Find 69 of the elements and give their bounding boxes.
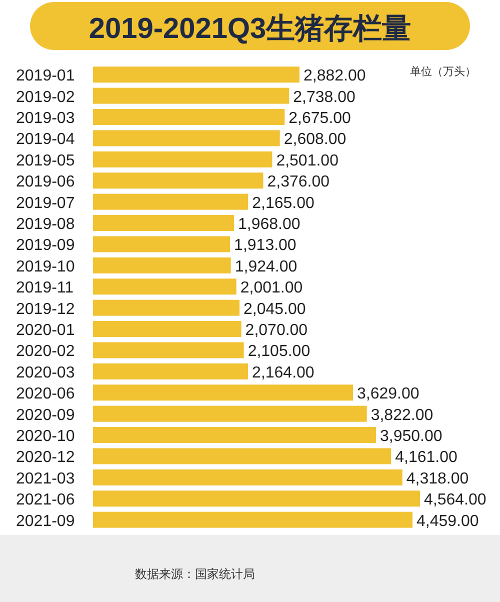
- bar: [93, 257, 231, 274]
- chart-title: 2019-2021Q3生猪存栏量: [88, 13, 412, 45]
- data-label: 4,564.00: [424, 492, 486, 509]
- data-label: 2,882.00: [303, 68, 366, 85]
- y-tick-label: 2021-09: [16, 512, 75, 530]
- y-tick-label: 2019-07: [16, 194, 75, 212]
- y-tick-label: 2021-06: [16, 492, 75, 509]
- bar: [93, 109, 285, 125]
- y-tick-label: 2020-01: [16, 322, 75, 339]
- data-label: 2,376.00: [267, 174, 330, 191]
- data-label: 3,629.00: [357, 386, 420, 403]
- data-label: 3,822.00: [370, 406, 434, 424]
- y-tick-label: 2020-10: [16, 428, 75, 445]
- y-tick-label: 2019-05: [16, 152, 75, 170]
- y-tick-label: 2020-03: [16, 364, 75, 382]
- bar: [93, 512, 412, 528]
- bar: [93, 363, 248, 380]
- data-label: 1,913.00: [234, 237, 296, 254]
- bar: [93, 278, 236, 295]
- data-label: 3,950.00: [380, 428, 442, 445]
- data-label: 1,968.00: [238, 216, 300, 233]
- data-label: 2,738.00: [293, 88, 356, 106]
- data-label: 1,924.00: [234, 258, 298, 276]
- bar: [93, 406, 367, 422]
- y-tick-label: 2021-03: [16, 470, 75, 488]
- bar: [93, 448, 392, 464]
- y-tick-label: 2019-01: [16, 68, 75, 85]
- data-label: 2,001.00: [240, 280, 303, 297]
- y-tick-label: 2019-11: [16, 280, 74, 297]
- bar: [93, 151, 272, 168]
- y-tick-label: 2020-02: [16, 343, 75, 360]
- data-label: 2,608.00: [284, 131, 346, 148]
- bar: [93, 88, 290, 104]
- data-label: 2,501.00: [276, 152, 339, 170]
- data-label: 2,045.00: [244, 300, 306, 318]
- data-label: 2,164.00: [252, 364, 314, 382]
- y-tick-label: 2019-08: [16, 216, 75, 233]
- y-tick-label: 2019-03: [16, 110, 75, 127]
- bar: [93, 342, 244, 358]
- y-tick-label: 2020-09: [16, 406, 75, 424]
- bar: [93, 427, 376, 443]
- bar: [93, 194, 248, 210]
- data-label: 2,070.00: [245, 322, 308, 339]
- y-tick-label: 2019-02: [16, 88, 75, 106]
- data-label: 2,165.00: [252, 194, 314, 212]
- y-tick-label: 2019-06: [16, 174, 75, 191]
- source-note: 数据来源：国家统计局: [135, 567, 255, 581]
- y-tick-label: 2019-09: [16, 237, 75, 254]
- y-tick-label: 2019-04: [16, 131, 75, 148]
- annotation: 单位（万头）: [410, 65, 476, 78]
- bar: [93, 300, 240, 316]
- y-tick-label: 2020-12: [16, 449, 75, 466]
- data-label: 4,161.00: [395, 449, 458, 466]
- bar: [93, 66, 300, 83]
- y-tick-label: 2019-12: [16, 300, 75, 318]
- bar: [93, 469, 402, 486]
- data-label: 4,318.00: [406, 470, 469, 488]
- y-tick-label: 2019-10: [16, 258, 75, 276]
- data-label: 2,675.00: [288, 110, 352, 127]
- data-label: 2,105.00: [248, 343, 310, 360]
- bar: [93, 384, 354, 401]
- bar: [93, 490, 420, 507]
- y-tick-label: 2020-06: [16, 386, 75, 403]
- data-label: 4,459.00: [416, 512, 479, 530]
- bar: [93, 130, 280, 146]
- bar: [93, 321, 242, 337]
- bar: [93, 172, 264, 189]
- bar: [93, 236, 230, 252]
- bar: [93, 215, 234, 231]
